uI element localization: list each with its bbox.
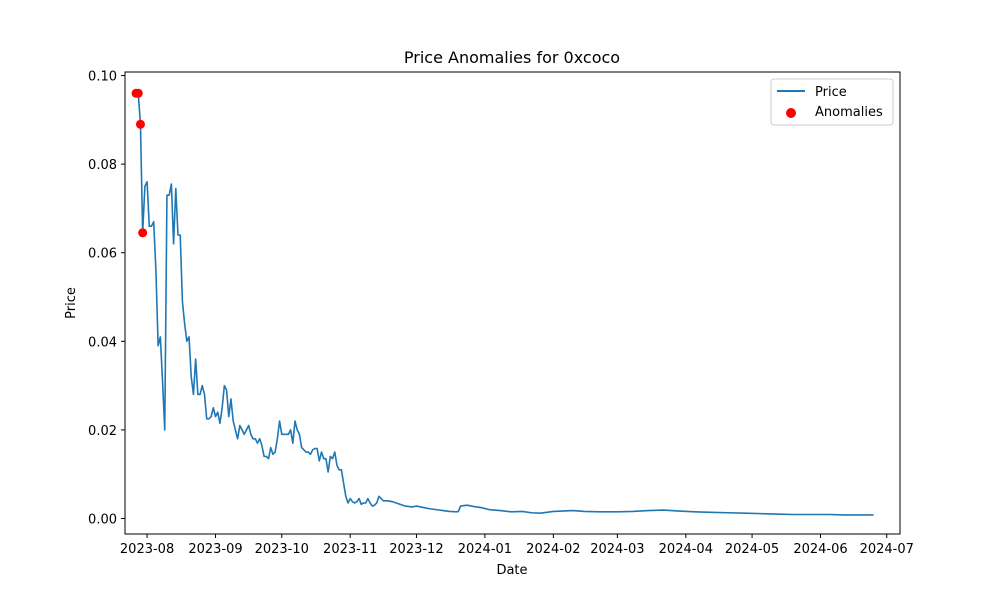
x-tick-label-4: 2023-12 bbox=[389, 542, 443, 557]
y-tick-label-4: 0.08 bbox=[88, 158, 117, 173]
x-tick-label-5: 2024-01 bbox=[458, 542, 512, 557]
x-axis-label: Date bbox=[496, 563, 527, 578]
x-tick-label-6: 2024-02 bbox=[526, 542, 580, 557]
x-tick-label-3: 2023-11 bbox=[323, 542, 377, 557]
legend: Price Anomalies bbox=[770, 78, 894, 126]
y-tick-label-2: 0.04 bbox=[88, 335, 117, 350]
y-tick-label-0: 0.00 bbox=[88, 512, 117, 527]
legend-anomalies-label: Anomalies bbox=[815, 105, 883, 120]
x-tick-label-8: 2024-04 bbox=[659, 542, 713, 557]
x-tick-label-1: 2023-09 bbox=[188, 542, 242, 557]
x-tick-label-7: 2024-03 bbox=[590, 542, 644, 557]
chart-title: Price Anomalies for 0xcoco bbox=[404, 48, 620, 67]
anomaly-point-1 bbox=[133, 88, 143, 98]
legend-anomalies-swatch bbox=[786, 108, 796, 118]
x-tick-label-11: 2024-07 bbox=[860, 542, 914, 557]
x-tick-label-2: 2023-10 bbox=[255, 542, 309, 557]
anomaly-point-2 bbox=[135, 119, 145, 129]
price-line bbox=[136, 92, 874, 516]
x-tick-label-0: 2023-08 bbox=[120, 542, 174, 557]
axes-frame bbox=[124, 71, 901, 535]
y-tick-label-1: 0.02 bbox=[88, 424, 117, 439]
x-axis: 2023-08 2023-09 2023-10 2023-11 2023-12 2024-… bbox=[120, 534, 914, 557]
plot-area bbox=[131, 88, 874, 516]
y-axis-label: Price bbox=[64, 287, 79, 319]
legend-price-label: Price bbox=[815, 85, 847, 100]
y-axis: 0.00 0.02 0.04 0.06 0.08 0.10 bbox=[88, 70, 125, 527]
x-tick-label-9: 2024-05 bbox=[725, 542, 779, 557]
x-tick-label-10: 2024-06 bbox=[793, 542, 847, 557]
y-tick-label-5: 0.10 bbox=[88, 70, 117, 85]
y-tick-label-3: 0.06 bbox=[88, 247, 117, 262]
anomaly-point-3 bbox=[138, 228, 148, 238]
